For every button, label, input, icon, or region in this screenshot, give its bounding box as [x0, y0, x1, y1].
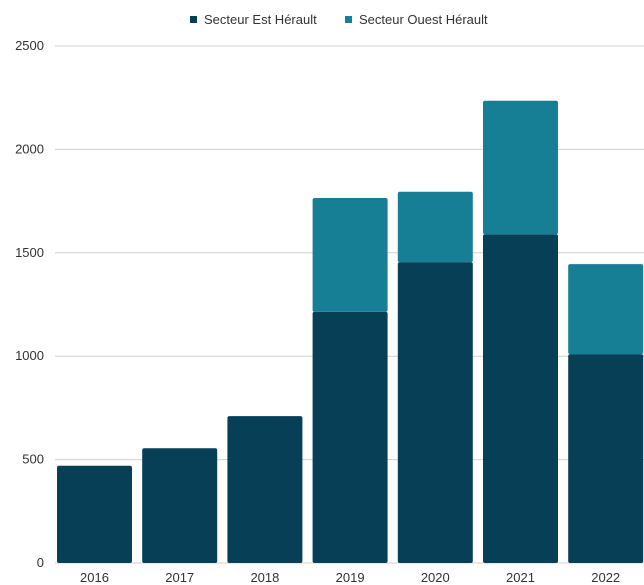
legend-swatch [190, 16, 197, 23]
bar-est-2018 [227, 416, 303, 563]
x-tick-label: 2017 [165, 570, 194, 585]
x-tick-label: 2020 [421, 570, 450, 585]
bar-ouest-2020 [397, 191, 473, 263]
y-tick-label: 0 [37, 555, 44, 570]
bar-est-2019 [312, 311, 388, 563]
legend-label: Secteur Ouest Hérault [359, 12, 488, 27]
bar-est-2021 [483, 234, 558, 564]
bar-est-2016 [57, 465, 132, 563]
x-tick-label: 2022 [591, 570, 620, 585]
bar-ouest-2022 [568, 264, 644, 355]
x-tick-label: 2016 [80, 570, 109, 585]
x-axis: 2016 2017 2018 2019 2020 2021 2022 [80, 570, 620, 585]
legend: Secteur Est Hérault Secteur Ouest Hérault [190, 12, 488, 27]
y-tick-label: 2000 [15, 141, 44, 156]
x-tick-label: 2021 [506, 570, 535, 585]
bar-ouest-2019 [312, 197, 388, 312]
y-axis: 0 500 1000 1500 2000 2500 [15, 38, 44, 570]
bars [57, 100, 644, 564]
bar-est-2020 [397, 262, 473, 563]
y-tick-label: 500 [22, 452, 44, 467]
y-tick-label: 2500 [15, 38, 44, 53]
y-tick-label: 1000 [15, 348, 44, 363]
y-tick-label: 1500 [15, 245, 44, 260]
bar-est-2017 [142, 448, 218, 563]
legend-swatch [345, 16, 352, 23]
bar-est-2022 [568, 354, 644, 563]
legend-label: Secteur Est Hérault [204, 12, 317, 27]
bar-ouest-2021 [483, 100, 558, 235]
x-tick-label: 2019 [336, 570, 365, 585]
x-tick-label: 2018 [250, 570, 279, 585]
